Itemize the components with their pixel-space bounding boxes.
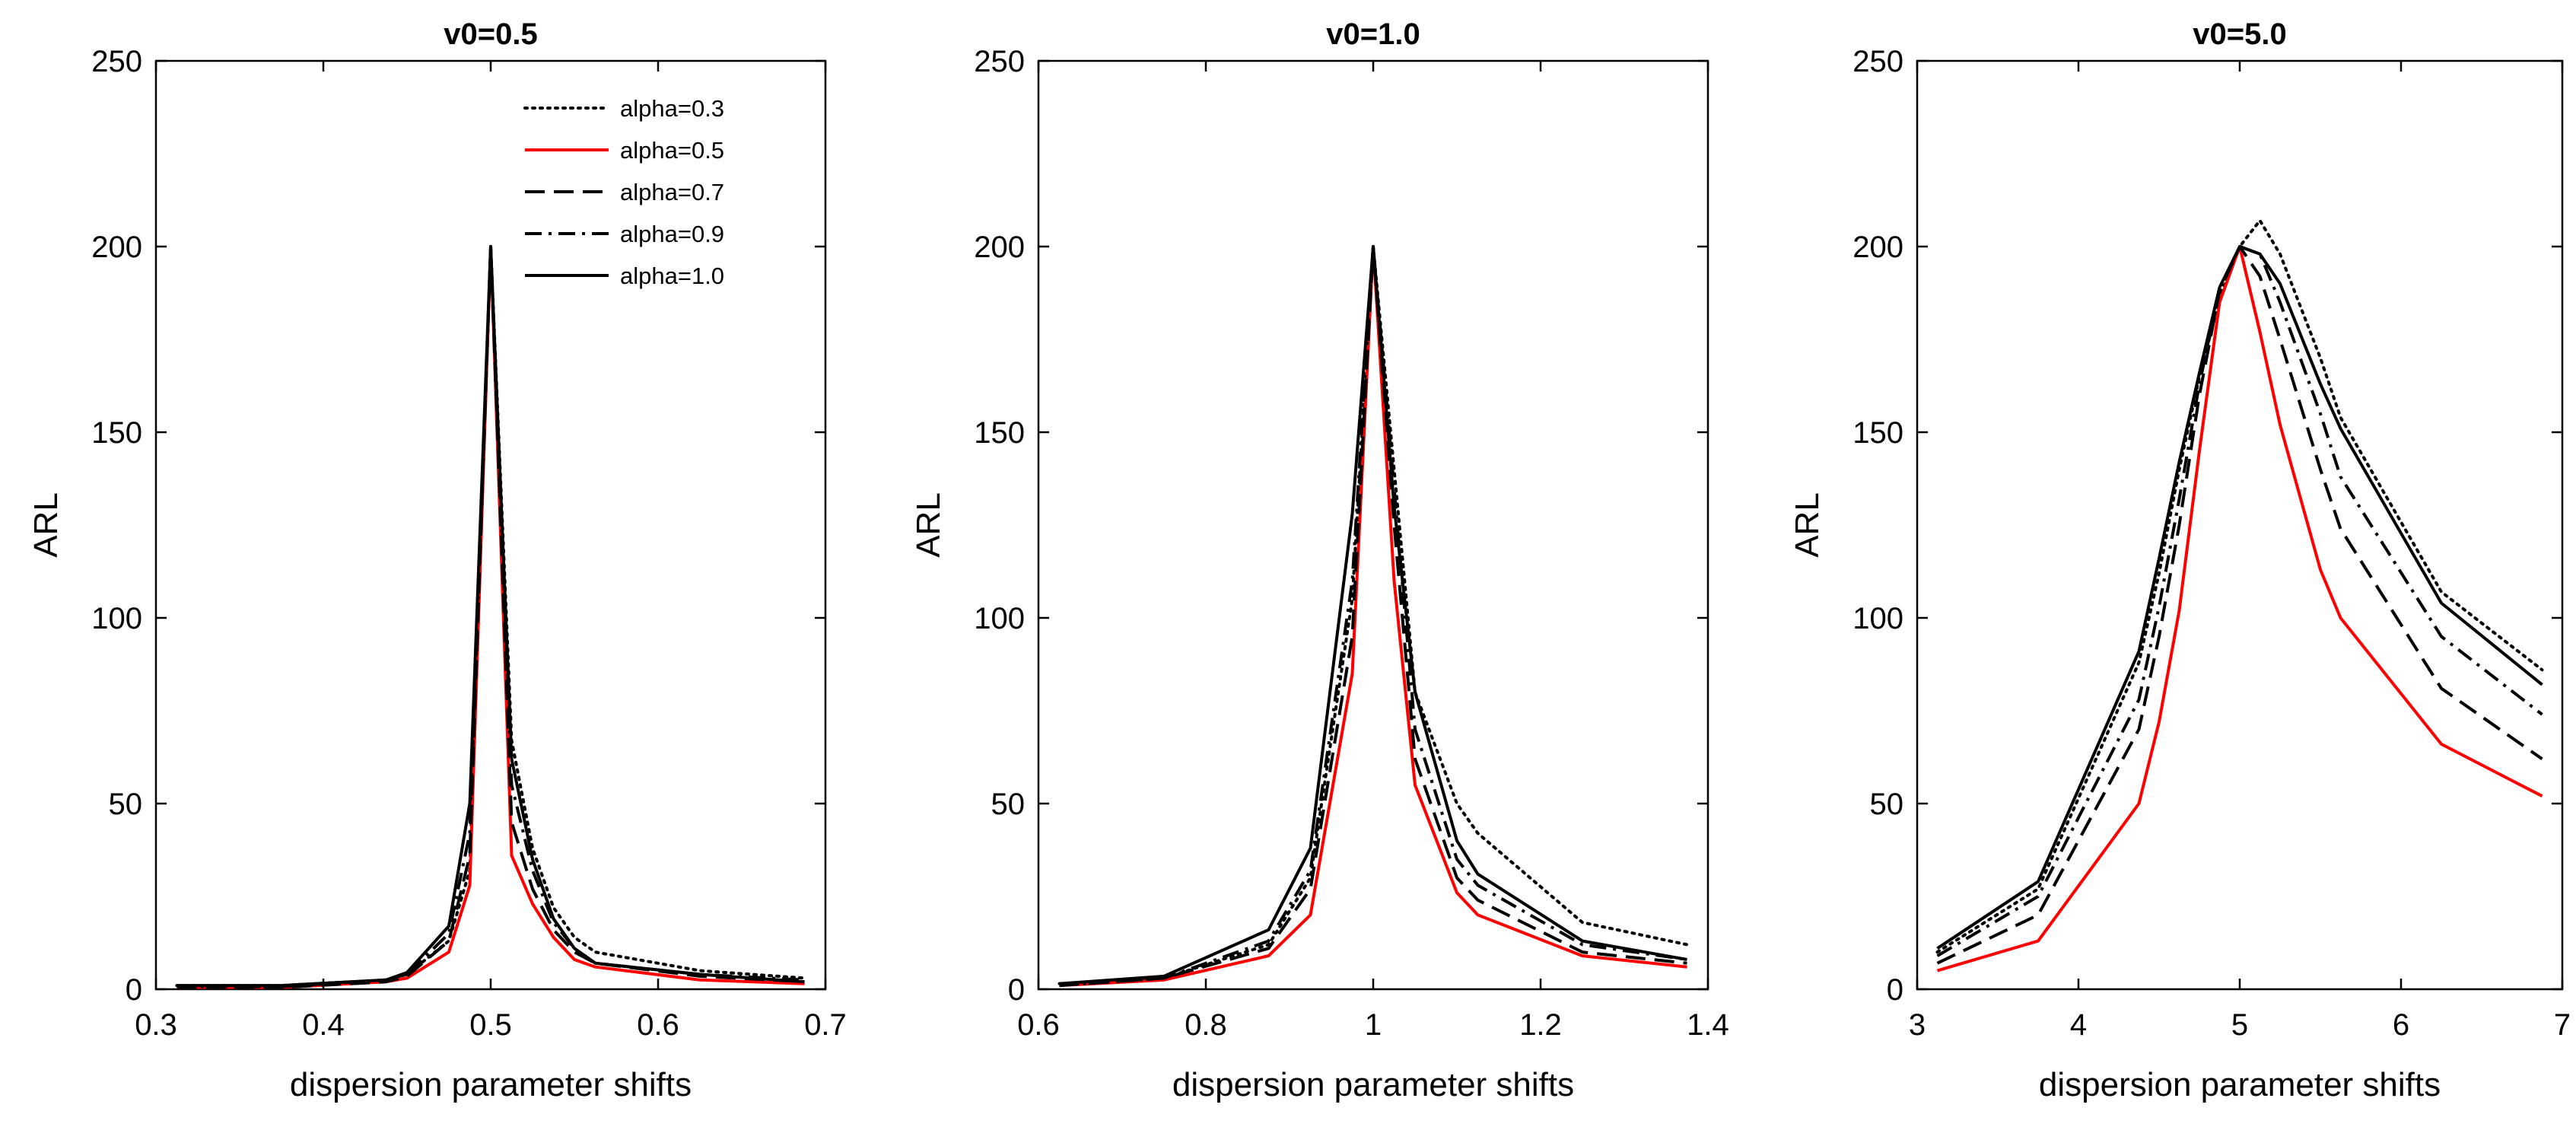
axes-box [1916,59,2564,991]
y-tick-label: 100 [1852,602,1903,635]
y-axis-label: ARL [910,492,947,558]
x-tick-label: 0.5 [469,1008,512,1042]
x-tick-label: 6 [2393,1008,2409,1042]
y-tick-label: 100 [91,602,142,635]
x-axis-label: dispersion parameter shifts [2039,1066,2441,1103]
x-tick-label: 5 [2231,1008,2248,1042]
y-axis-label: ARL [27,492,65,558]
x-tick-label: 7 [2554,1008,2571,1042]
axes-box [154,59,827,991]
legend-label: alpha=1.0 [620,263,724,289]
y-tick-label: 200 [91,231,142,264]
series-line-alpha-0_7 [177,245,805,989]
legend-label: alpha=0.5 [620,137,724,164]
series-line-alpha-0_7 [1059,245,1687,988]
chart-panel-3: 3 4 5 6 7 0 50 100 150 200 250 v0=5.0 dispersion par… [1789,18,2571,1103]
series-line-alpha-0_5 [1059,245,1687,988]
y-tick-label: 250 [1852,45,1903,78]
y-tick-label: 50 [109,788,143,821]
series-line-alpha-1_0 [1936,245,2543,950]
x-tick-label: 0.3 [135,1008,177,1042]
x-tick-label: 0.6 [1017,1008,1060,1042]
series-line-alpha-1_0 [177,245,805,988]
chart-panel-1: 0.3 0.4 0.5 0.6 0.7 0 50 100 150 200 250 v0=0.5 disp… [27,18,847,1103]
series-group [175,245,806,989]
x-tick-label: 1.4 [1687,1008,1729,1042]
y-tick-label: 250 [974,45,1025,78]
legend-label: alpha=0.7 [620,179,724,205]
y-tick-label: 50 [1870,788,1904,821]
legend-label: alpha=0.9 [620,221,724,247]
chart-title: v0=1.0 [1326,18,1420,51]
legend: alpha=0.3 alpha=0.5 alpha=0.7 alpha=0.9 alph… [523,95,724,289]
chart-title: v0=5.0 [2193,18,2286,51]
series-group [1057,245,1689,988]
y-tick-label: 150 [91,416,142,450]
series-line-alpha-0_3 [175,245,806,988]
y-tick-label: 0 [126,973,142,1007]
x-tick-label: 0.4 [302,1008,345,1042]
y-tick-label: 200 [1852,231,1903,264]
y-tick-label: 150 [1852,416,1903,450]
y-axis-label: ARL [1789,492,1826,558]
x-tick-label: 1 [1365,1008,1382,1042]
x-axis-label: dispersion parameter shifts [1172,1066,1574,1103]
y-tick-label: 50 [991,788,1026,821]
x-axis-label: dispersion parameter shifts [290,1066,692,1103]
y-tick-label: 0 [1008,973,1025,1007]
chart-panel-2: 0.6 0.8 1 1.2 1.4 0 50 100 150 200 250 v0=1.0 disper… [910,18,1729,1103]
y-tick-label: 100 [974,602,1025,635]
series-line-alpha-0_9 [1059,245,1687,988]
series-line-alpha-0_9 [177,245,805,988]
series-line-alpha-0_3 [1935,218,2544,954]
y-tick-label: 200 [974,231,1025,264]
x-tick-label: 1.2 [1519,1008,1562,1042]
series-group [1935,218,2544,972]
y-tick-label: 0 [1887,973,1903,1007]
x-tick-label: 3 [1909,1008,1926,1042]
series-line-alpha-0_5 [1936,245,2543,972]
series-line-alpha-1_0 [1059,245,1687,985]
series-line-alpha-0_7 [1936,245,2543,965]
legend-label: alpha=0.3 [620,95,724,122]
x-tick-label: 0.6 [637,1008,679,1042]
axes-box [1037,59,1709,991]
series-line-alpha-0_5 [177,245,805,989]
x-tick-label: 4 [2070,1008,2087,1042]
y-tick-label: 150 [974,416,1025,450]
series-line-alpha-0_3 [1057,245,1689,985]
x-tick-label: 0.8 [1185,1008,1227,1042]
chart-title: v0=0.5 [444,18,537,51]
y-tick-label: 250 [91,45,142,78]
x-tick-label: 0.7 [804,1008,847,1042]
